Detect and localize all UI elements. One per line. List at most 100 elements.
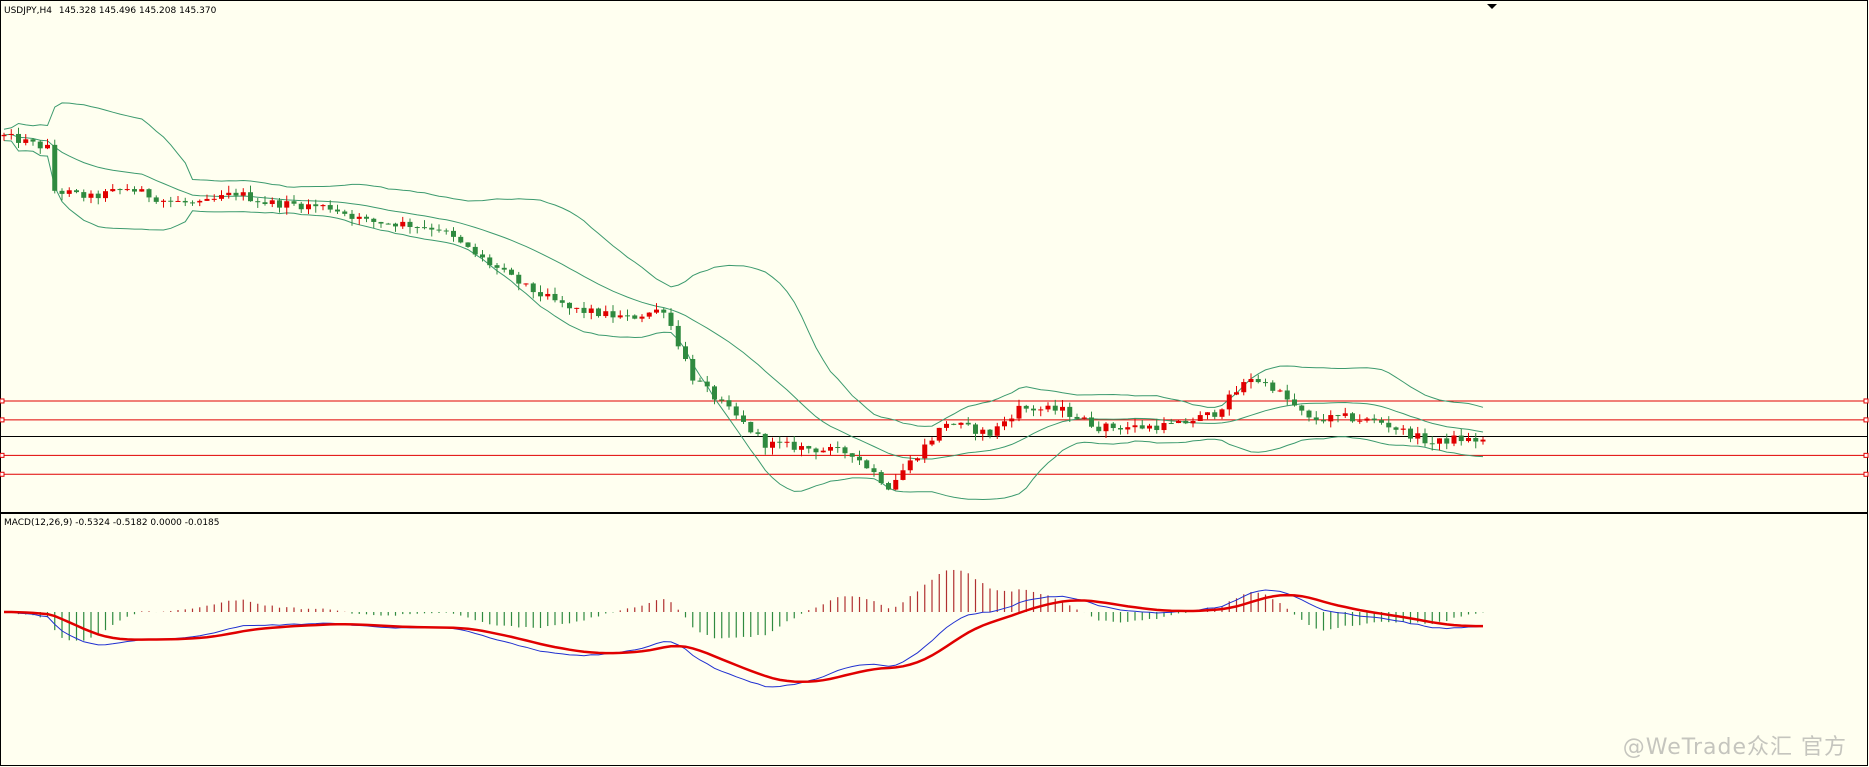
level-handle-right-1[interactable] [1863,417,1869,423]
candle-body [103,191,108,199]
candle-body [1183,420,1189,424]
candle-body [1081,417,1087,419]
level-handle-right-2[interactable] [1863,452,1869,458]
candle-body [407,221,413,228]
candle-body [436,229,442,231]
candle-body [755,432,761,434]
candle-body [52,144,58,191]
candle-body [45,144,50,149]
candle-body [1386,422,1392,428]
candle-body [1248,378,1254,383]
watermark: @WeTrade众汇 官方 [1622,735,1847,760]
candle-body [298,203,304,210]
candle-body [400,221,406,227]
candle-body [291,201,297,204]
candle-body [1139,425,1145,429]
candle-body [1306,410,1312,418]
candle-body [625,315,630,317]
candle-body [1429,443,1435,445]
candle-body [197,200,203,203]
candle-body [857,456,862,461]
candle-body [211,198,217,200]
candle-body [1038,409,1044,411]
candle-body [1234,392,1239,395]
candle-body [922,444,928,459]
candle-body [574,307,580,309]
band-lower [3,140,1484,501]
candle-body [1451,435,1457,444]
candle-body [480,254,485,258]
candle-body [581,307,587,313]
candle-body [335,209,340,212]
level-handle-3[interactable] [0,471,5,477]
candle-body [1110,423,1116,429]
candle-body [559,300,565,303]
candle-body [965,422,971,425]
candle-body [741,415,746,422]
candle-body [828,447,833,451]
candle-body [190,202,195,204]
candle-body [639,316,645,319]
candle-body [487,257,493,266]
price-header: USDJPY,H4 145.328 145.496 145.208 145.37… [4,6,217,16]
candle-body [951,423,957,425]
candle-body [1415,433,1421,439]
candle-body [567,302,572,309]
candle-body [1089,417,1094,427]
candle-body [929,440,935,445]
macd-lines [3,589,1484,688]
candle-body [248,192,253,202]
candle-body [552,293,558,301]
level-handle-1[interactable] [0,417,5,423]
candle-body [1147,425,1152,429]
level-handle-2[interactable] [0,452,5,458]
candle-body [88,193,94,198]
candle-body [59,190,65,194]
candle-body [646,312,652,317]
candle-body [385,223,391,225]
candle-body [255,201,261,203]
candle-body [74,190,79,193]
candle-body [269,200,275,205]
candle-body [16,133,21,143]
level-handle-0[interactable] [0,398,5,404]
candle-body [835,447,841,449]
candle-body [240,192,246,196]
candle-body [1364,418,1370,421]
level-handle-right-0[interactable] [1863,398,1869,404]
candle-body [1408,428,1413,439]
candle-body [175,200,181,202]
candle-body [23,139,29,143]
candle-body [226,192,232,196]
candle-body [1125,427,1131,430]
candle-body [712,386,717,400]
candle-body [1458,435,1464,442]
candle-body [429,227,435,230]
candle-body [95,193,101,199]
candle-body [683,346,688,360]
candle-body [1466,437,1471,442]
candle-body [617,315,623,318]
candle-body [1371,418,1377,421]
candle-body [1197,415,1203,421]
macd-label: MACD(12,26,9) -0.5324 -0.5182 0.0000 -0.… [4,518,220,528]
candle-body [356,216,362,219]
level-handle-right-3[interactable] [1863,471,1869,477]
candle-body [393,223,398,227]
candle-body [1328,415,1334,422]
candle-body [690,359,696,381]
candle-body [1052,405,1058,411]
candle-body [465,242,471,247]
candle-body [1074,416,1080,419]
candle-body [8,133,14,135]
candle-body [1226,394,1232,410]
candle-body [784,441,790,443]
candle-body [1437,438,1442,444]
candle-body [1335,415,1341,417]
candle-body [313,204,319,207]
candle-body [1161,423,1167,431]
candle-body [277,200,282,208]
candle-body [936,427,942,441]
candle-body [799,446,804,450]
